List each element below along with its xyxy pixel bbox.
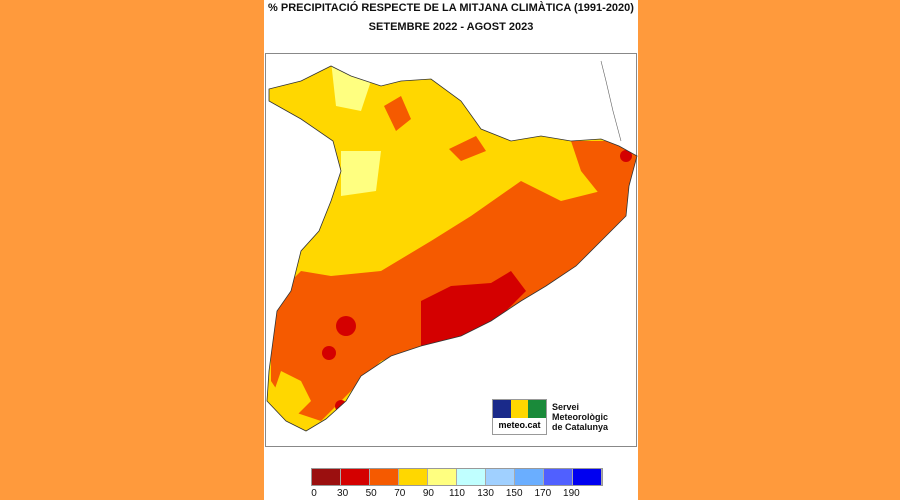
legend-swatch	[544, 469, 573, 485]
legend-swatch	[486, 469, 515, 485]
legend-label: 30	[337, 488, 349, 499]
legend-swatch	[399, 469, 428, 485]
logo-text: meteo.cat	[498, 420, 541, 430]
map-title: % PRECIPITACIÓ RESPECTE DE LA MITJANA CL…	[268, 2, 634, 14]
legend-swatch	[515, 469, 544, 485]
color-legend	[311, 468, 603, 486]
logo-box: meteo.cat	[492, 399, 548, 435]
zone-50-70	[384, 96, 411, 131]
catalonia-precipitation-map	[266, 60, 638, 432]
zone-90-110	[341, 151, 381, 196]
map-subtitle: SETEMBRE 2022 - AGOST 2023	[368, 21, 534, 33]
legend-label: 90	[422, 488, 434, 499]
legend-label: 190	[563, 488, 580, 499]
zone-90-110	[331, 66, 371, 111]
precipitation-fields	[267, 66, 637, 431]
meteocat-logo: meteo.cat Servei Meteorològic de Catalun…	[492, 399, 636, 435]
zone-50-70	[449, 136, 486, 161]
legend-swatch	[370, 469, 399, 485]
zone-70-90	[269, 371, 311, 421]
zone-30-50	[336, 316, 356, 336]
legend-label: 130	[477, 488, 494, 499]
legend-swatch	[457, 469, 486, 485]
france-border	[600, 60, 622, 142]
zone-30-50	[620, 150, 632, 162]
service-name-line2: de Catalunya	[552, 422, 609, 432]
zone-50-70	[271, 141, 637, 421]
service-name-line1: Servei Meteorològic	[552, 402, 609, 422]
legend-label: 150	[505, 488, 523, 499]
legend-label: 70	[394, 488, 406, 499]
legend-label: 0	[311, 488, 317, 499]
figure-panel: % PRECIPITACIÓ RESPECTE DE LA MITJANA CL…	[264, 0, 638, 500]
legend-label: 110	[449, 488, 465, 499]
legend-label: 170	[534, 488, 552, 499]
zone-30-50	[322, 346, 336, 360]
legend-swatch	[341, 469, 370, 485]
legend-swatch	[573, 469, 602, 485]
catalonia-border	[266, 65, 638, 432]
zone-30-50	[421, 271, 526, 346]
legend-swatch	[312, 469, 341, 485]
legend-swatch	[428, 469, 457, 485]
legend-label: 50	[365, 488, 377, 499]
map-frame: meteo.cat Servei Meteorològic de Catalun…	[265, 53, 638, 447]
